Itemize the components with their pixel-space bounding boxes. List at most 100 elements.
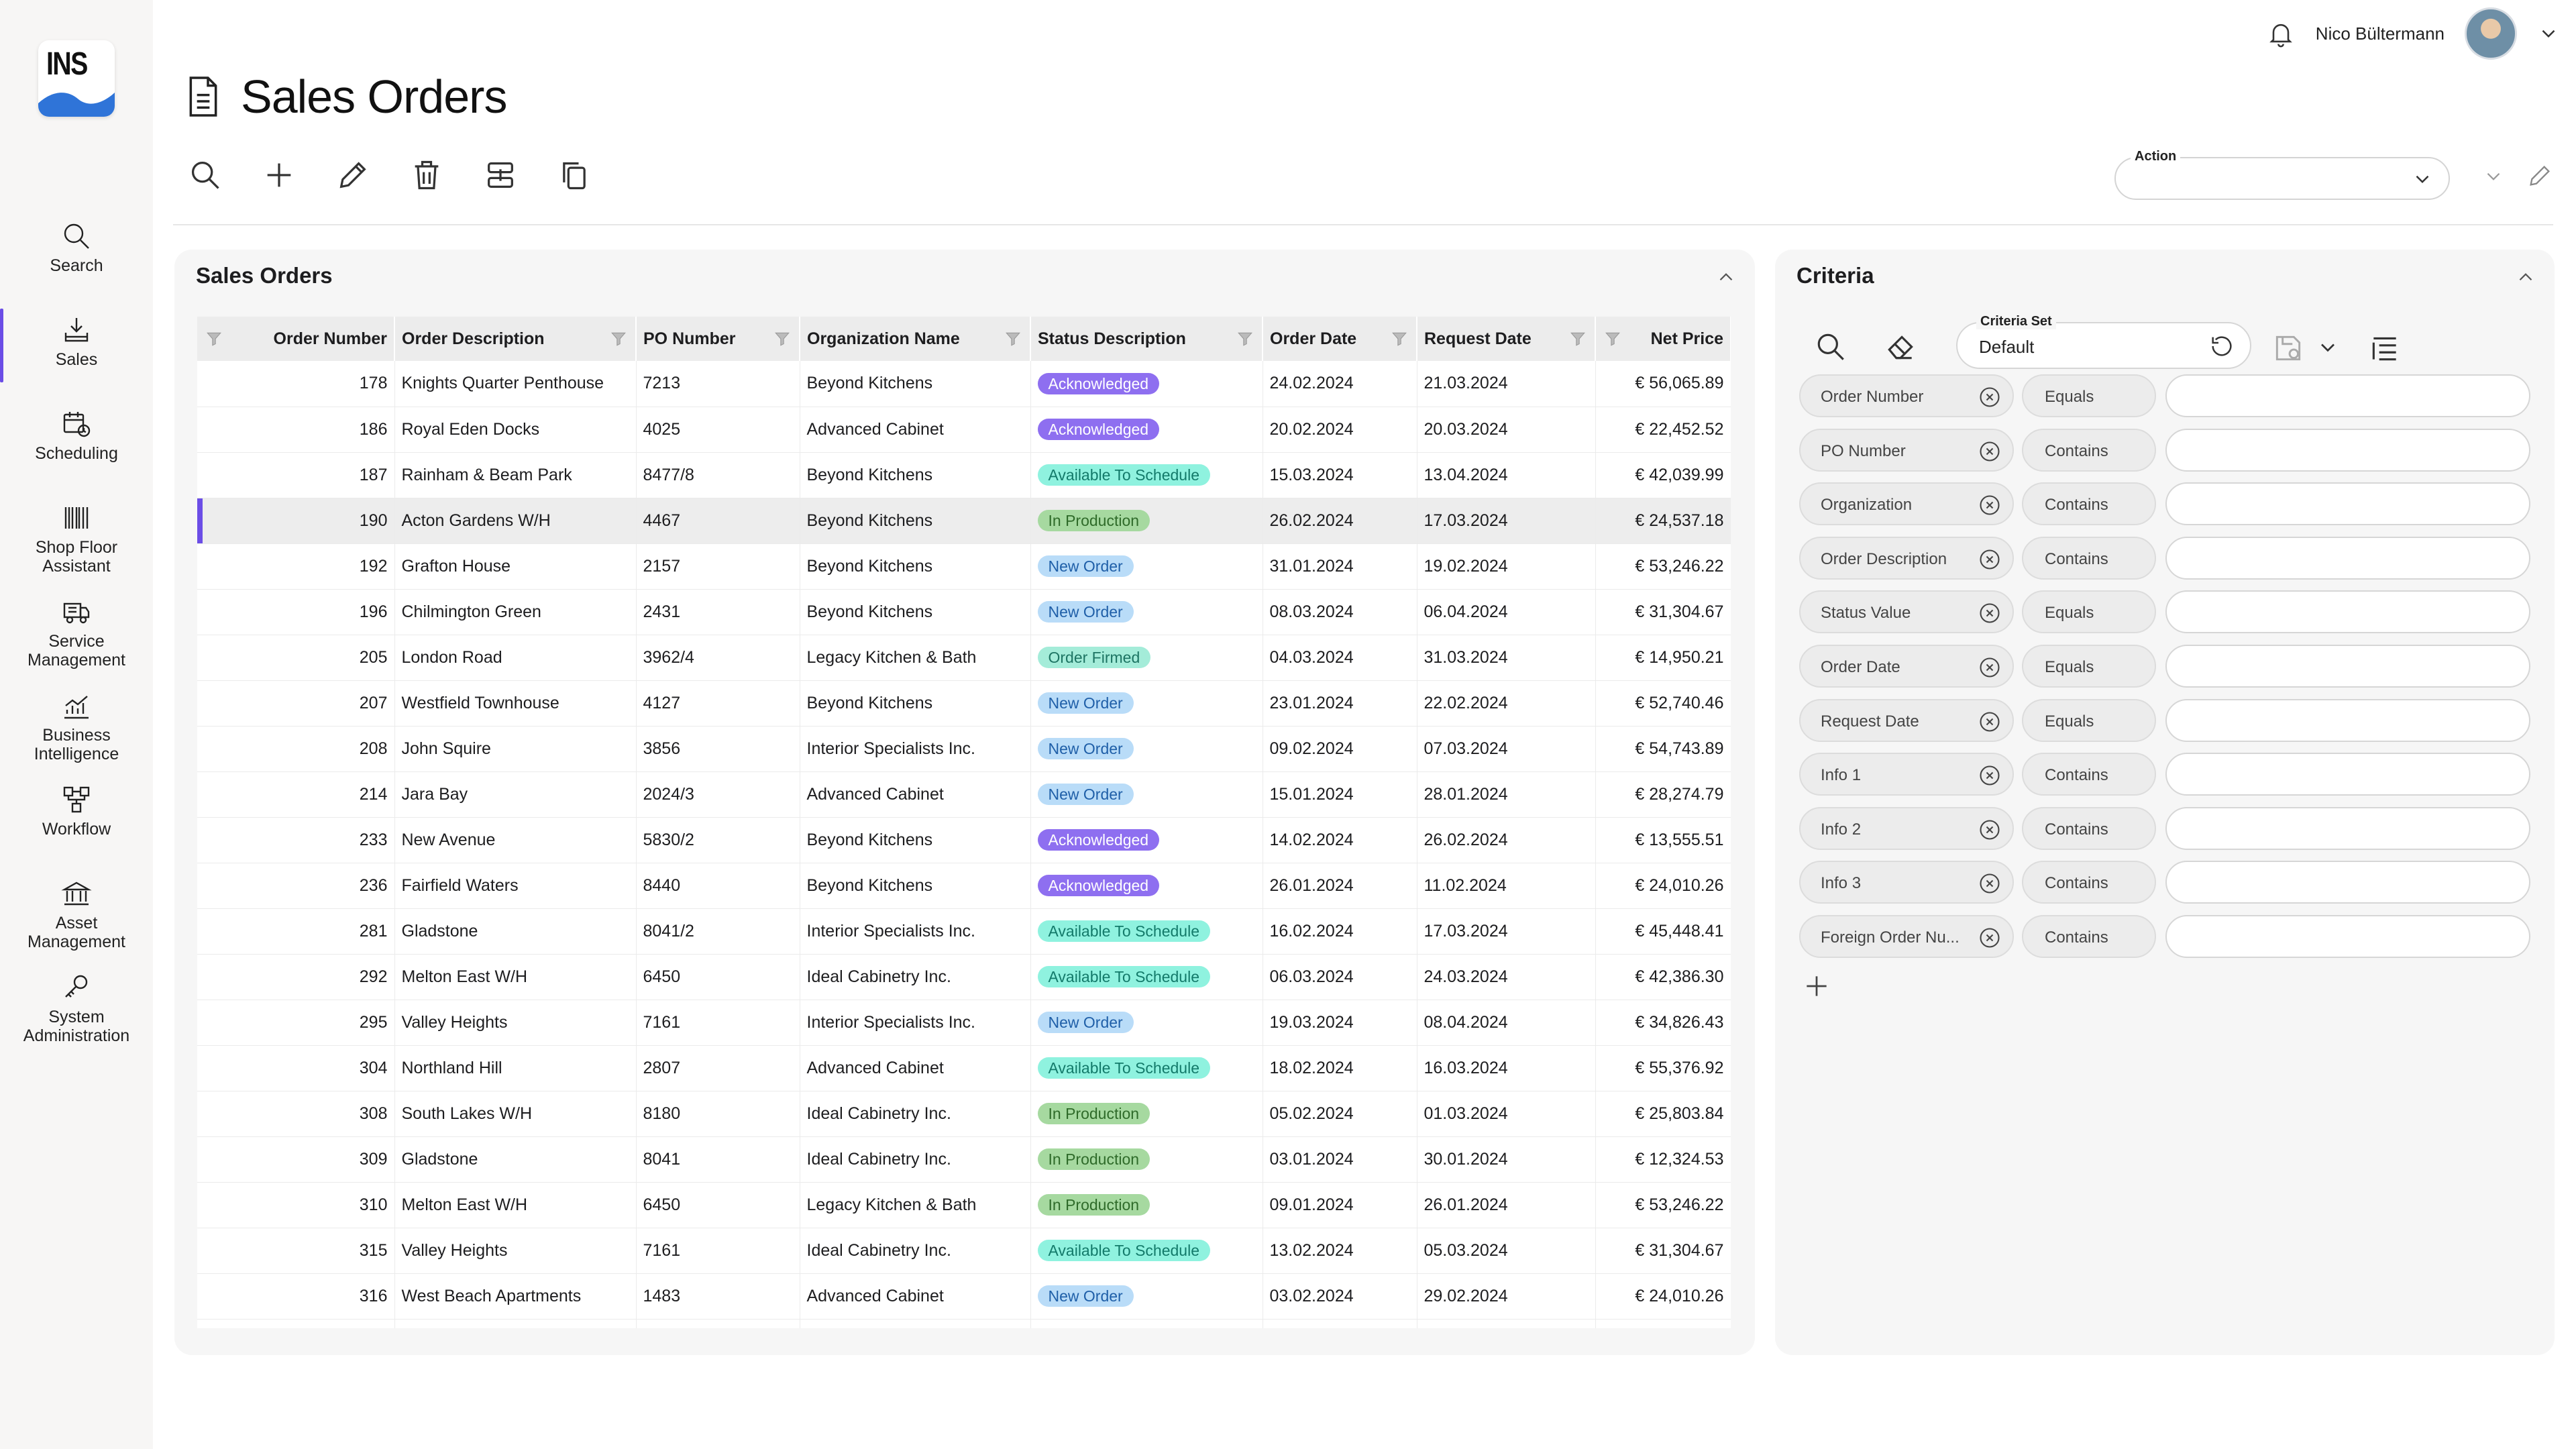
save-disk-icon[interactable]: [2271, 331, 2305, 365]
chevron-down-icon[interactable]: [2411, 168, 2434, 191]
orders-table-wrap[interactable]: Order Number Order Description PO Number Or…: [197, 317, 1731, 1328]
column-header-order-description[interactable]: Order Description: [394, 317, 637, 361]
filter-icon[interactable]: [610, 330, 627, 347]
criteria-operator[interactable]: Equals: [2022, 590, 2156, 634]
table-row[interactable]: 316 West Beach Apartments 1483 Advanced Cab…: [197, 1273, 1731, 1319]
trash-icon[interactable]: [409, 158, 444, 193]
nav-item-shop-floor[interactable]: Shop Floor Assistant: [0, 496, 153, 590]
criteria-operator[interactable]: Equals: [2022, 698, 2156, 742]
table-row[interactable]: 281 Gladstone 8041/2 Interior Specialists I…: [197, 908, 1731, 954]
criteria-value-input[interactable]: [2165, 482, 2530, 526]
clear-circle-icon[interactable]: [1978, 601, 2002, 625]
criteria-field[interactable]: PO Number: [1799, 428, 2014, 472]
criteria-field[interactable]: Order Date: [1799, 645, 2014, 688]
search-icon[interactable]: [188, 158, 223, 193]
filter-icon[interactable]: [1604, 330, 1621, 347]
clear-circle-icon[interactable]: [1978, 655, 2002, 680]
criteria-field[interactable]: Order Number: [1799, 374, 2014, 417]
table-row[interactable]: 178 Knights Quarter Penthouse 7213 Beyond K…: [197, 361, 1731, 407]
add-criteria-icon[interactable]: [1802, 971, 1831, 1001]
criteria-operator[interactable]: Contains: [2022, 536, 2156, 580]
table-row[interactable]: 236 Fairfield Waters 8440 Beyond Kitchens Ac…: [197, 863, 1731, 908]
criteria-operator[interactable]: Contains: [2022, 482, 2156, 526]
chevron-down-icon[interactable]: [2316, 335, 2340, 360]
criteria-value-input[interactable]: [2165, 374, 2530, 417]
column-header-organization-name[interactable]: Organization Name: [800, 317, 1031, 361]
filter-icon[interactable]: [1004, 330, 1022, 347]
criteria-value-input[interactable]: [2165, 536, 2530, 580]
table-row[interactable]: 187 Rainham & Beam Park 8477/8 Beyond Kitch…: [197, 452, 1731, 498]
clear-circle-icon[interactable]: [1978, 547, 2002, 572]
column-header-order-date[interactable]: Order Date: [1263, 317, 1417, 361]
criteria-value-input[interactable]: [2165, 698, 2530, 742]
merge-icon[interactable]: [483, 158, 518, 193]
column-header-order-number[interactable]: Order Number: [197, 317, 395, 361]
table-row[interactable]: 309 Gladstone 8041 Ideal Cabinetry Inc. In P…: [197, 1136, 1731, 1182]
column-header-po-number[interactable]: PO Number: [636, 317, 800, 361]
avatar[interactable]: [2465, 7, 2517, 60]
criteria-field[interactable]: Organization: [1799, 482, 2014, 526]
table-row[interactable]: 196 Chilmington Green 2431 Beyond Kitchens N…: [197, 589, 1731, 635]
search-icon[interactable]: [1814, 330, 1847, 364]
table-row[interactable]: 315 Valley Heights 7161 Ideal Cabinetry Inc…: [197, 1228, 1731, 1273]
table-row[interactable]: 186 Royal Eden Docks 4025 Advanced Cabinet A…: [197, 407, 1731, 452]
nav-item-asset[interactable]: Asset Management: [0, 872, 153, 966]
column-header-net-price[interactable]: Net Price: [1595, 317, 1731, 361]
table-row[interactable]: 207 Westfield Townhouse 4127 Beyond Kitchen…: [197, 680, 1731, 726]
clear-circle-icon[interactable]: [1978, 710, 2002, 734]
table-row[interactable]: 214 Jara Bay 2024/3 Advanced Cabinet New Ord…: [197, 771, 1731, 817]
table-row[interactable]: 190 Acton Gardens W/H 4467 Beyond Kitchens I…: [197, 498, 1731, 543]
clear-circle-icon[interactable]: [1978, 385, 2002, 409]
chevron-down-icon[interactable]: [2482, 165, 2505, 188]
action-select[interactable]: Action: [2114, 149, 2450, 200]
nav-item-scheduling[interactable]: Scheduling: [0, 402, 153, 496]
user-name[interactable]: Nico Bültermann: [2315, 23, 2445, 44]
criteria-operator[interactable]: Contains: [2022, 806, 2156, 850]
criteria-value-input[interactable]: [2165, 861, 2530, 904]
add-icon[interactable]: [262, 158, 297, 193]
nav-item-service[interactable]: Service Management: [0, 590, 153, 684]
criteria-field[interactable]: Foreign Order Nu...: [1799, 915, 2014, 958]
edit-pencil-icon[interactable]: [2526, 162, 2553, 189]
criteria-operator[interactable]: Equals: [2022, 374, 2156, 417]
nav-item-sales[interactable]: Sales: [0, 309, 153, 402]
criteria-operator[interactable]: Contains: [2022, 428, 2156, 472]
reset-icon[interactable]: [2208, 333, 2235, 360]
criteria-value-input[interactable]: [2165, 915, 2530, 958]
table-row[interactable]: 292 Melton East W/H 6450 Ideal Cabinetry In…: [197, 954, 1731, 1000]
filter-icon[interactable]: [1569, 330, 1587, 347]
criteria-operator[interactable]: Contains: [2022, 915, 2156, 958]
clear-circle-icon[interactable]: [1978, 439, 2002, 464]
criteria-value-input[interactable]: [2165, 428, 2530, 472]
copy-icon[interactable]: [557, 158, 592, 193]
criteria-field[interactable]: Info 1: [1799, 753, 2014, 796]
clear-circle-icon[interactable]: [1978, 818, 2002, 842]
table-row[interactable]: 310 Melton East W/H 6450 Legacy Kitchen & B…: [197, 1182, 1731, 1228]
table-row[interactable]: 308 South Lakes W/H 8180 Ideal Cabinetry In…: [197, 1091, 1731, 1136]
nav-item-business[interactable]: Business Intelligence: [0, 684, 153, 778]
edit-pencil-icon[interactable]: [335, 158, 370, 193]
table-row[interactable]: 295 Valley Heights 7161 Interior Specialist…: [197, 1000, 1731, 1045]
criteria-field[interactable]: Info 2: [1799, 806, 2014, 850]
filter-icon[interactable]: [1391, 330, 1408, 347]
chevron-up-icon[interactable]: [2514, 266, 2537, 288]
criteria-field[interactable]: Order Description: [1799, 536, 2014, 580]
clear-circle-icon[interactable]: [1978, 926, 2002, 950]
clear-circle-icon[interactable]: [1978, 871, 2002, 896]
table-row[interactable]: 208 John Squire 3856 Interior Specialists I…: [197, 726, 1731, 771]
column-header-status-description[interactable]: Status Description: [1030, 317, 1263, 361]
criteria-value-input[interactable]: [2165, 590, 2530, 634]
chevron-down-icon[interactable]: [2537, 22, 2560, 45]
list-settings-icon[interactable]: [2368, 331, 2402, 365]
table-row[interactable]: 192 Grafton House 2157 Beyond Kitchens New O…: [197, 543, 1731, 589]
criteria-set-select[interactable]: Criteria Set Default: [1956, 314, 2251, 369]
app-logo[interactable]: INS: [38, 40, 115, 117]
bell-icon[interactable]: [2266, 19, 2296, 48]
nav-item-system[interactable]: System Administration: [0, 966, 153, 1060]
filter-icon[interactable]: [773, 330, 791, 347]
filter-icon[interactable]: [205, 330, 223, 347]
criteria-field[interactable]: Info 3: [1799, 861, 2014, 904]
column-header-request-date[interactable]: Request Date: [1417, 317, 1596, 361]
criteria-value-input[interactable]: [2165, 645, 2530, 688]
table-row[interactable]: 205 London Road 3962/4 Legacy Kitchen & Bat…: [197, 635, 1731, 680]
